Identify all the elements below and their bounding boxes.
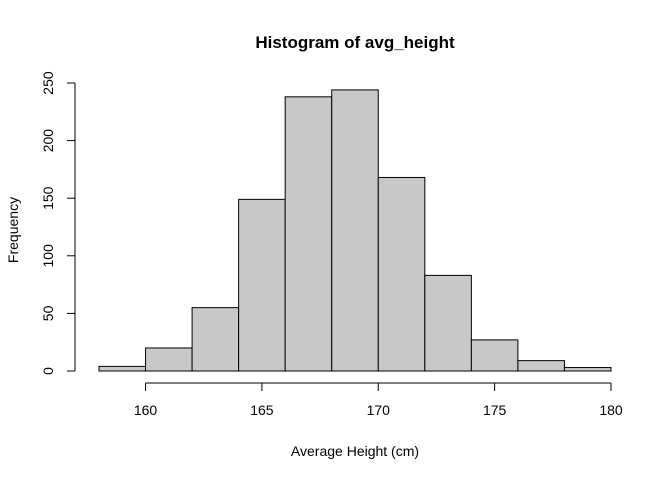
histogram-bar-2: [191, 307, 240, 372]
histogram-bar-0: [98, 365, 147, 372]
y-tick-label-0: 0: [40, 367, 56, 375]
y-tick-label-1: 50: [40, 305, 56, 321]
x-axis-label: Average Height (cm): [291, 443, 419, 459]
y-axis: 0 50 100 150 200 250: [40, 71, 76, 375]
y-tick-label-3: 150: [40, 186, 56, 210]
x-axis: 160 165 170 175 180: [134, 382, 623, 418]
y-tick-label-2: 100: [40, 244, 56, 268]
y-tick-label-4: 200: [40, 129, 56, 153]
histogram-bar-9: [517, 360, 565, 372]
chart-title: Histogram of avg_height: [255, 33, 455, 52]
histogram-bar-6: [377, 176, 426, 372]
histogram-bar-3: [238, 198, 286, 372]
bars-group: [98, 89, 612, 372]
histogram-bar-5: [331, 89, 379, 372]
x-tick-label-2: 170: [367, 402, 391, 418]
x-tick-label-4: 180: [599, 402, 623, 418]
y-tick-label-5: 250: [40, 71, 56, 95]
histogram-bar-7: [424, 274, 472, 372]
x-tick-label-3: 175: [483, 402, 507, 418]
histogram-bar-4: [284, 96, 333, 372]
histogram-bar-8: [470, 339, 519, 372]
histogram-bar-10: [563, 367, 612, 372]
histogram-bar-1: [145, 347, 193, 372]
y-axis-label: Frequency: [5, 197, 21, 263]
x-tick-label-1: 165: [250, 402, 274, 418]
x-tick-label-0: 160: [134, 402, 158, 418]
